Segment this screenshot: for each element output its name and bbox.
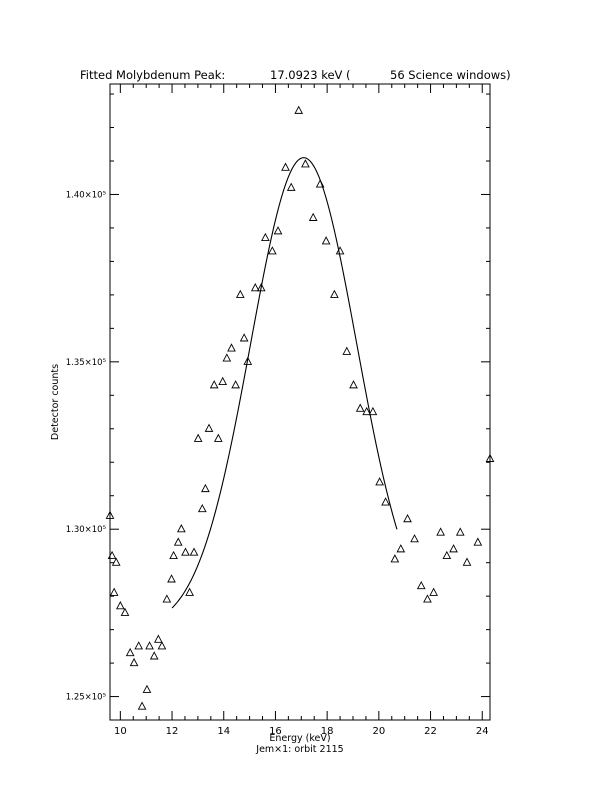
data-point <box>111 557 121 566</box>
data-point <box>162 594 172 603</box>
chart-title-windows: 56 Science windows) <box>390 68 511 82</box>
x-tick-label: 12 <box>166 726 179 737</box>
data-point <box>107 550 117 560</box>
data-point <box>227 343 236 352</box>
data-point <box>473 537 483 546</box>
data-point <box>176 524 186 533</box>
data-point <box>120 607 130 616</box>
data-point <box>375 477 384 486</box>
data-point <box>423 594 432 603</box>
data-point <box>355 403 365 412</box>
y-tick-label: 1.30×10⁵ <box>66 525 106 535</box>
y-axis-label: Detector counts <box>50 364 61 440</box>
data-point <box>455 527 465 536</box>
data-point <box>243 356 253 365</box>
data-point <box>462 557 472 566</box>
data-point <box>173 537 183 546</box>
caption: Jem×1: orbit 2115 <box>255 744 343 755</box>
y-tick-label: 1.40×10⁵ <box>66 190 106 200</box>
data-point <box>129 657 139 667</box>
x-tick-label: 14 <box>217 726 230 737</box>
data-point <box>201 483 210 493</box>
data-point <box>381 497 390 506</box>
data-point <box>231 380 240 389</box>
data-point <box>105 510 115 519</box>
data-point <box>390 554 400 563</box>
data-point <box>239 333 249 342</box>
data-point <box>256 283 266 292</box>
gaussian-fit-curve <box>171 157 398 609</box>
data-point <box>362 406 372 416</box>
data-point <box>403 513 412 523</box>
data-point <box>193 433 203 442</box>
x-tick-label: 10 <box>114 726 127 737</box>
x-tick-label: 20 <box>372 726 385 737</box>
data-point <box>267 246 277 255</box>
data-point <box>286 182 296 191</box>
data-point <box>273 226 283 235</box>
data-point <box>429 587 438 596</box>
data-point <box>109 587 119 596</box>
data-point <box>149 651 159 660</box>
data-point <box>115 601 125 610</box>
data-point <box>181 547 190 556</box>
data-points <box>105 105 495 710</box>
data-point <box>213 433 223 442</box>
x-tick-label: 24 <box>476 726 489 737</box>
data-point <box>342 346 352 355</box>
plot-frame <box>109 83 491 721</box>
data-point <box>209 380 219 389</box>
data-point <box>153 634 163 643</box>
x-tick-label: 22 <box>424 726 437 737</box>
data-point <box>368 406 378 416</box>
data-point <box>449 544 458 553</box>
y-tick-label: 1.35×10⁵ <box>66 358 106 368</box>
data-point <box>137 701 147 710</box>
data-point <box>315 179 325 188</box>
data-point <box>436 527 445 536</box>
data-point <box>410 534 419 543</box>
data-point <box>222 353 232 362</box>
x-tick-label: 18 <box>321 726 334 737</box>
data-point <box>294 105 304 114</box>
data-point <box>235 289 245 298</box>
data-point <box>204 423 214 432</box>
data-point <box>442 550 452 560</box>
data-point <box>169 550 178 560</box>
data-point <box>335 246 345 255</box>
data-point <box>281 162 290 171</box>
data-point <box>185 587 194 596</box>
data-point <box>134 641 144 650</box>
data-point <box>145 641 154 650</box>
data-point <box>396 544 406 553</box>
data-point <box>416 580 426 590</box>
y-tick-label: 1.25×10⁵ <box>66 693 106 703</box>
data-point <box>250 283 260 292</box>
data-point <box>308 212 318 221</box>
x-tick-label: 16 <box>269 726 282 737</box>
data-point <box>261 232 270 242</box>
data-point <box>330 289 339 298</box>
data-point <box>142 684 152 693</box>
data-point <box>321 236 331 245</box>
data-point <box>301 159 310 168</box>
x-axis-label: Energy (keV) <box>269 733 330 744</box>
x-axis-ticks: 10 12 14 16 18 20 22 24 <box>114 84 489 737</box>
chart-title-energy: 17.0923 keV ( <box>270 68 351 82</box>
data-point <box>485 453 495 462</box>
data-point <box>218 376 228 385</box>
y-axis-ticks: 1.25×10⁵ 1.30×10⁵ 1.35×10⁵ 1.40×10⁵ <box>66 93 490 703</box>
data-point <box>189 547 199 556</box>
data-point <box>197 503 207 513</box>
chart-title-left: Fitted Molybdenum Peak: <box>80 68 225 82</box>
data-point <box>125 647 135 657</box>
data-point <box>167 574 176 583</box>
data-point <box>157 641 167 650</box>
data-point <box>349 380 358 389</box>
